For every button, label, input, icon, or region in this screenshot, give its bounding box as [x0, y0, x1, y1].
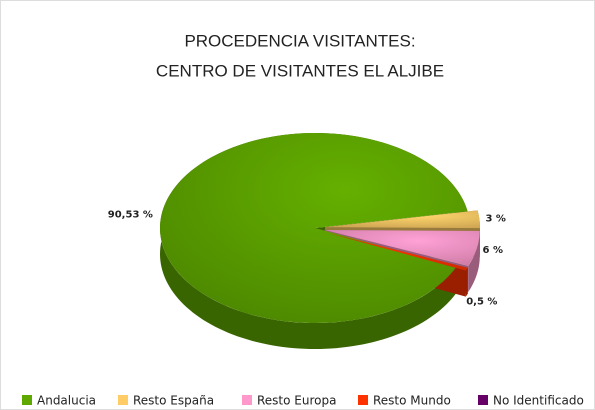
legend-swatch: [478, 395, 488, 405]
slice-side: [468, 230, 480, 292]
legend-label: Resto Europa: [257, 394, 336, 408]
slice: [324, 210, 480, 229]
legend-label: Andalucia: [37, 394, 96, 408]
chart-subtitle: CENTRO DE VISITANTES EL ALJIBE: [156, 61, 444, 80]
legend-label: No Identificado: [493, 394, 584, 408]
legend-swatch: [242, 395, 252, 405]
slice: [324, 231, 468, 271]
legend-swatch: [358, 395, 368, 405]
slice: [324, 229, 480, 266]
slice-tops: [160, 132, 480, 323]
legend-label: Resto España: [133, 394, 214, 408]
legend-swatch: [22, 395, 32, 405]
slice: [160, 132, 468, 323]
data-label: 6 %: [483, 245, 503, 256]
data-label: 0,5 %: [466, 297, 497, 308]
legend-swatch: [118, 395, 128, 405]
data-label: 90,53 %: [108, 209, 153, 220]
chart-title: PROCEDENCIA VISITANTES:: [184, 31, 415, 50]
slice-side: [465, 267, 468, 297]
data-label: 3 %: [485, 214, 505, 225]
legend-label: Resto Mundo: [373, 394, 451, 408]
